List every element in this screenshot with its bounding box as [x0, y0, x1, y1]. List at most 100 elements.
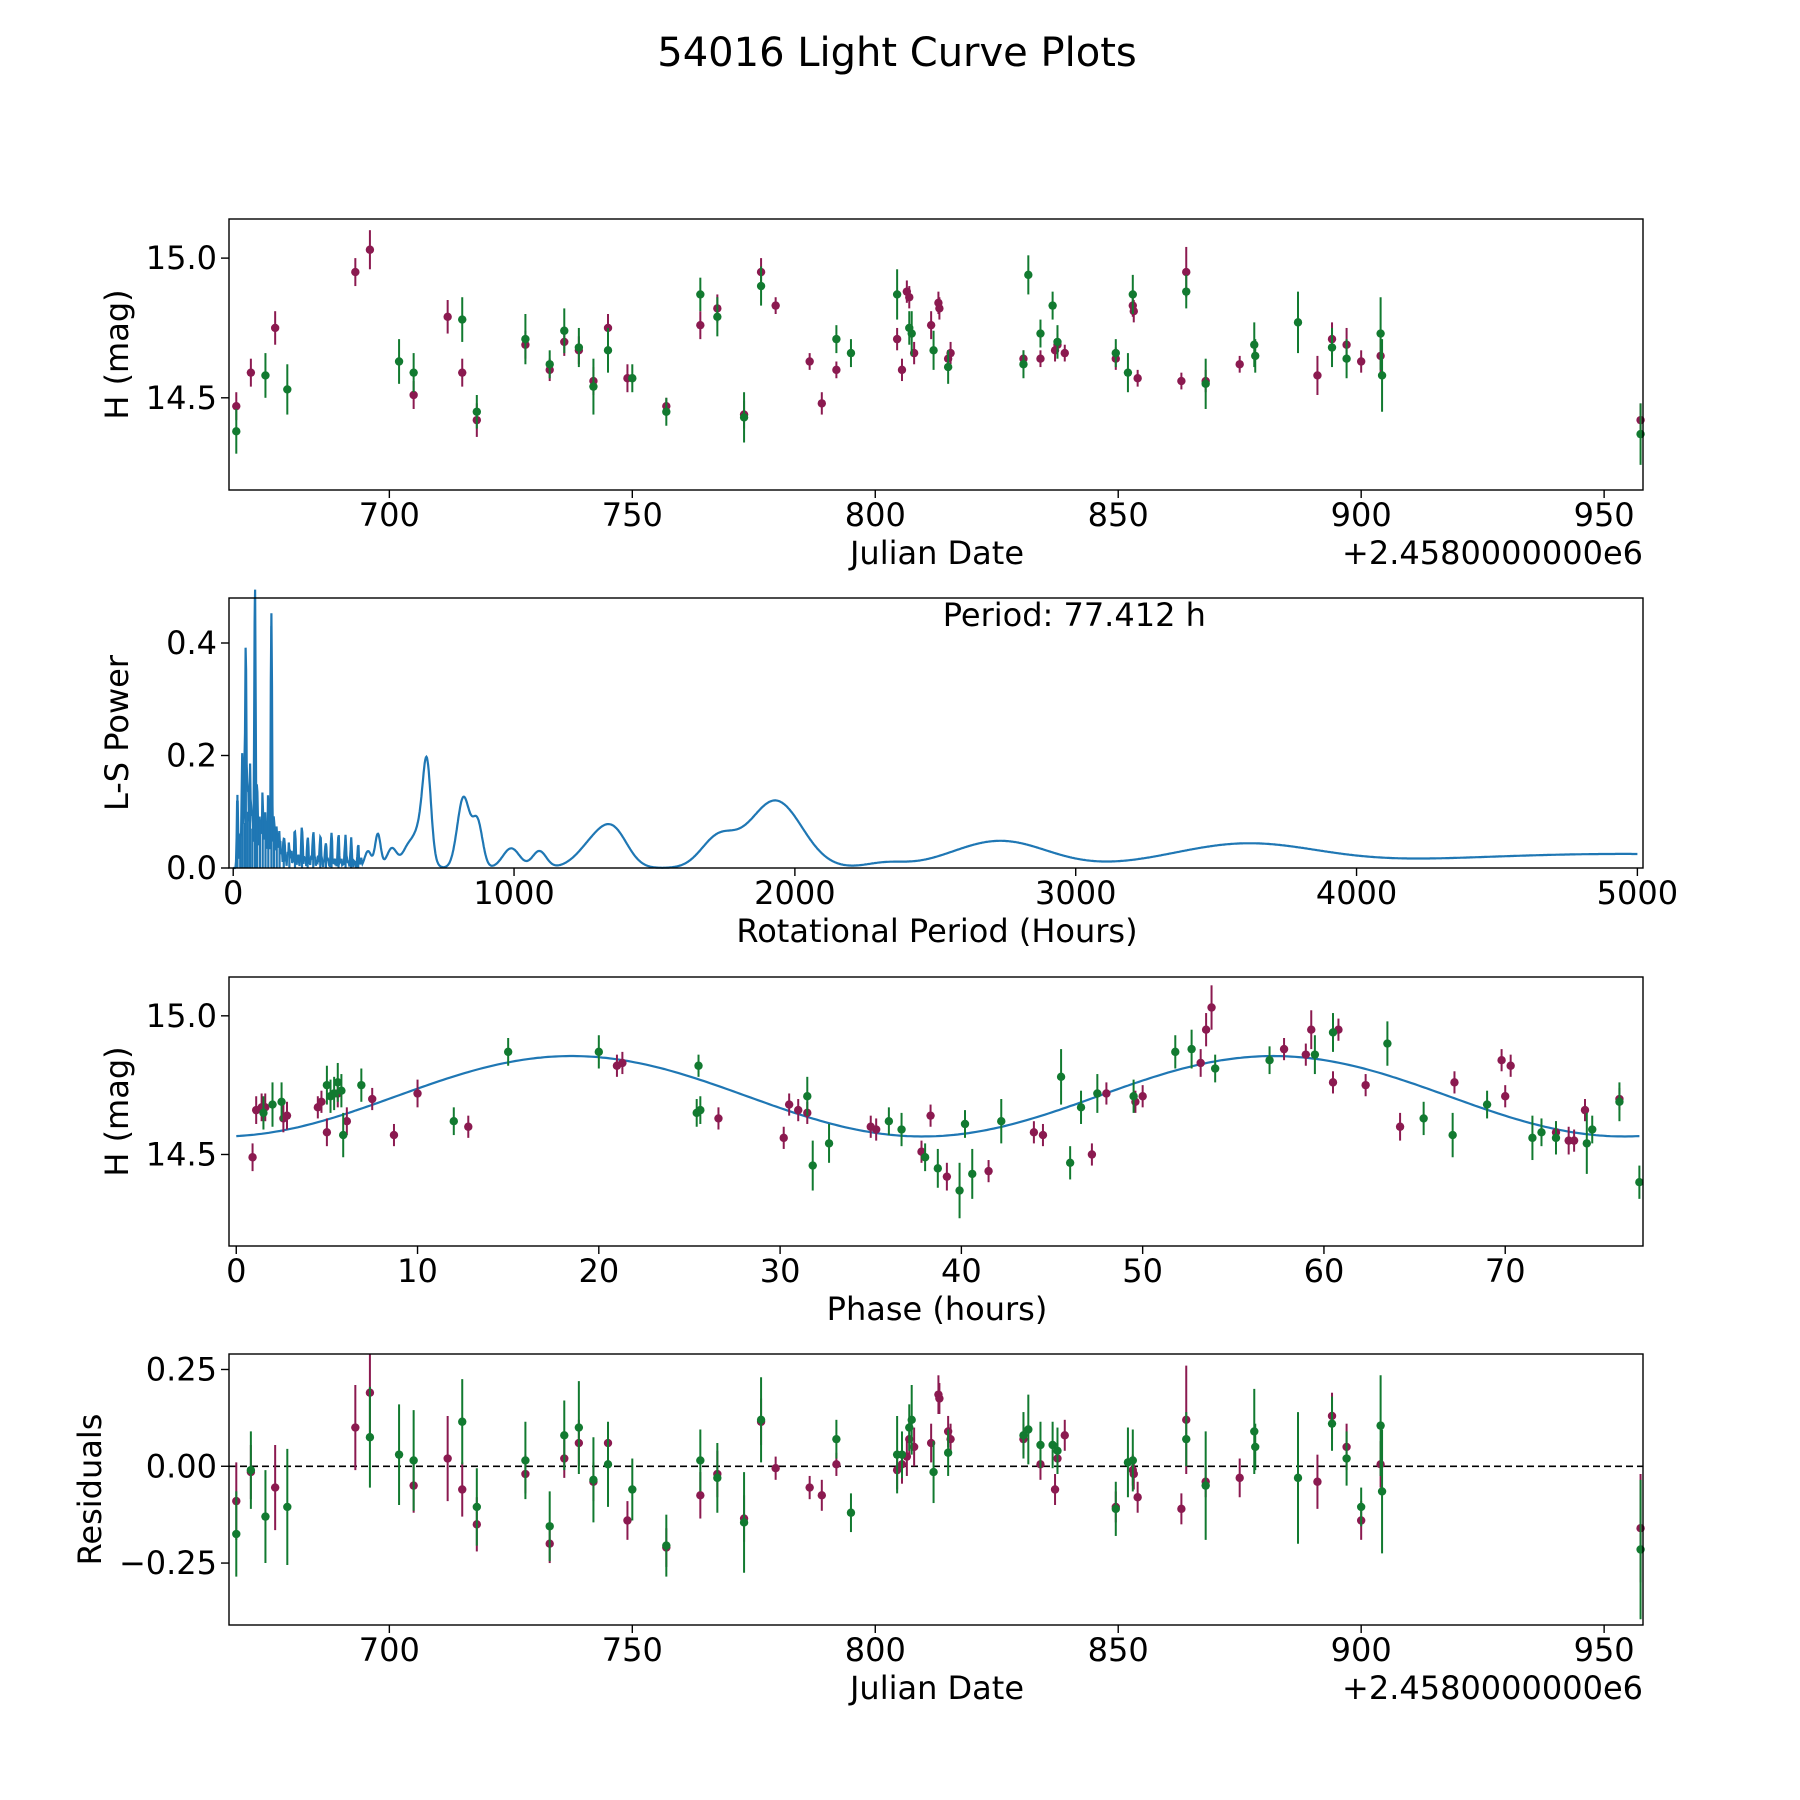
- residuals-red-point-47: [1235, 1473, 1244, 1483]
- lightcurve-xtick-label-5: 950: [1574, 496, 1635, 534]
- residuals-green-point-36: [1128, 1456, 1137, 1465]
- phased-green-point-3: [322, 1080, 332, 1090]
- panel-phased: 0 10 20 30 40 50 60 70 14.5 15.0 Phase (hours) H (m…: [98, 976, 1644, 1328]
- panel-residuals: 700 750 800 850 900 950 0.25 0.00 −0.25 Julian Da…: [71, 1350, 1645, 1707]
- lightcurve-ytick-label-0: 14.5: [146, 379, 217, 417]
- phased-green-point-27: [1056, 1072, 1066, 1082]
- lightcurve-green-point-29: [1048, 301, 1057, 310]
- figure-title: 54016 Light Curve Plots: [657, 30, 1136, 76]
- phased-series-red: [248, 985, 1624, 1191]
- residuals-red-point-17: [696, 1491, 705, 1500]
- lightcurve-series-green: [232, 255, 1645, 465]
- lightcurve-green-point-9: [560, 326, 569, 335]
- residuals-red-point-48: [1313, 1477, 1322, 1486]
- residuals-series-green: [232, 1375, 1645, 1620]
- residuals-red-point-44: [1177, 1504, 1186, 1514]
- phased-red-point-51: [1580, 1105, 1590, 1115]
- residuals-green-point-9: [521, 1456, 530, 1465]
- residuals-green-point-4: [365, 1433, 375, 1442]
- phased-green-point-14: [696, 1105, 705, 1115]
- residuals-ylabel: Residuals: [71, 1414, 109, 1566]
- lightcurve-red-point-2: [270, 323, 280, 333]
- lightcurve-green-point-8: [545, 360, 554, 369]
- phased-red-point-50: [1569, 1136, 1579, 1145]
- lightcurve-green-point-32: [1123, 368, 1133, 377]
- phased-green-point-46: [1582, 1139, 1592, 1148]
- lightcurve-green-point-7: [521, 334, 530, 344]
- phased-red-point-7: [317, 1097, 326, 1106]
- phased-ytick-label-1: 15.0: [146, 997, 217, 1035]
- phased-xtick-label-7: 70: [1485, 1252, 1526, 1290]
- residuals-green-point-32: [1048, 1440, 1057, 1450]
- lightcurve-offset-label: +2.4580000000e6: [1342, 534, 1643, 572]
- lightcurve-red-point-17: [696, 320, 705, 330]
- lightcurve-plot-area: [232, 230, 1645, 465]
- residuals-xtick-label-2: 800: [845, 1631, 906, 1669]
- lightcurve-red-point-0: [232, 401, 241, 411]
- lightcurve-green-point-34: [1182, 287, 1191, 296]
- phased-red-point-19: [784, 1100, 794, 1109]
- phased-green-point-34: [1210, 1064, 1220, 1073]
- phased-red-point-45: [1497, 1055, 1506, 1065]
- panel-periodogram: Period: 77.412 h 0 1000 2000 3000 4000 5000 0.0…: [98, 589, 1678, 950]
- lightcurve-ylabel: H (mag): [98, 289, 136, 419]
- lightcurve-red-point-7: [458, 368, 467, 377]
- residuals-offset-label: +2.4580000000e6: [1342, 1669, 1643, 1707]
- lightcurve-green-point-39: [1327, 343, 1337, 352]
- residuals-green-point-5: [394, 1450, 404, 1459]
- lightcurve-green-point-16: [713, 312, 722, 321]
- phased-green-point-44: [1551, 1133, 1561, 1143]
- residuals-red-point-37: [1050, 1485, 1060, 1494]
- residuals-green-point-0: [232, 1529, 241, 1539]
- phased-green-point-24: [960, 1119, 970, 1129]
- periodogram-xtick-label-4: 4000: [1316, 874, 1397, 912]
- phased-plot-area: [236, 985, 1644, 1219]
- residuals-red-point-32: [935, 1394, 944, 1403]
- residuals-green-point-14: [603, 1460, 613, 1469]
- residuals-green-point-19: [739, 1518, 749, 1527]
- phased-green-point-29: [1076, 1103, 1086, 1112]
- residuals-red-point-15: [623, 1516, 632, 1525]
- lightcurve-green-point-38: [1293, 318, 1303, 327]
- lightcurve-red-point-26: [897, 365, 907, 375]
- phased-green-point-7: [337, 1086, 346, 1095]
- phased-red-point-16: [618, 1058, 627, 1068]
- phased-green-point-16: [803, 1092, 812, 1101]
- lightcurve-red-point-14: [603, 323, 613, 333]
- residuals-red-point-2: [270, 1483, 280, 1492]
- residuals-xtick-label-3: 850: [1088, 1631, 1149, 1669]
- lightcurve-red-point-28: [905, 293, 914, 302]
- lightcurve-green-point-19: [832, 334, 841, 344]
- phased-xtick-label-0: 0: [226, 1252, 246, 1290]
- residuals-xlabel: Julian Date: [848, 1669, 1024, 1707]
- lightcurve-red-point-3: [351, 267, 360, 277]
- phased-green-point-39: [1419, 1114, 1428, 1123]
- phased-green-point-26: [997, 1117, 1006, 1126]
- phased-frame: [228, 976, 1644, 1247]
- residuals-green-point-10: [545, 1522, 554, 1531]
- phased-xtick-label-1: 10: [397, 1252, 438, 1290]
- lightcurve-green-point-14: [662, 407, 671, 416]
- residuals-red-point-39: [1060, 1431, 1069, 1440]
- residuals-green-point-45: [1376, 1421, 1385, 1430]
- phased-red-point-30: [1087, 1150, 1097, 1159]
- lightcurve-ytick-label-1: 15.0: [146, 239, 217, 277]
- phased-green-point-48: [1635, 1178, 1644, 1187]
- lightcurve-green-point-20: [846, 348, 856, 358]
- residuals-green-point-20: [756, 1415, 766, 1425]
- residuals-green-point-37: [1182, 1434, 1191, 1444]
- phased-xtick-label-6: 60: [1304, 1252, 1345, 1290]
- lightcurve-green-point-3: [394, 357, 404, 366]
- residuals-green-point-34: [1111, 1504, 1120, 1514]
- phased-green-point-9: [357, 1080, 366, 1090]
- phased-red-point-10: [342, 1117, 352, 1126]
- phased-red-point-46: [1501, 1092, 1510, 1101]
- residuals-red-point-6: [443, 1454, 452, 1463]
- residuals-green-point-18: [713, 1473, 722, 1483]
- residuals-xtick-label-4: 900: [1331, 1631, 1392, 1669]
- lightcurve-xtick-label-1: 750: [602, 496, 663, 534]
- residuals-green-point-44: [1356, 1502, 1366, 1512]
- residuals-green-point-7: [458, 1417, 467, 1426]
- phased-green-point-35: [1265, 1055, 1274, 1065]
